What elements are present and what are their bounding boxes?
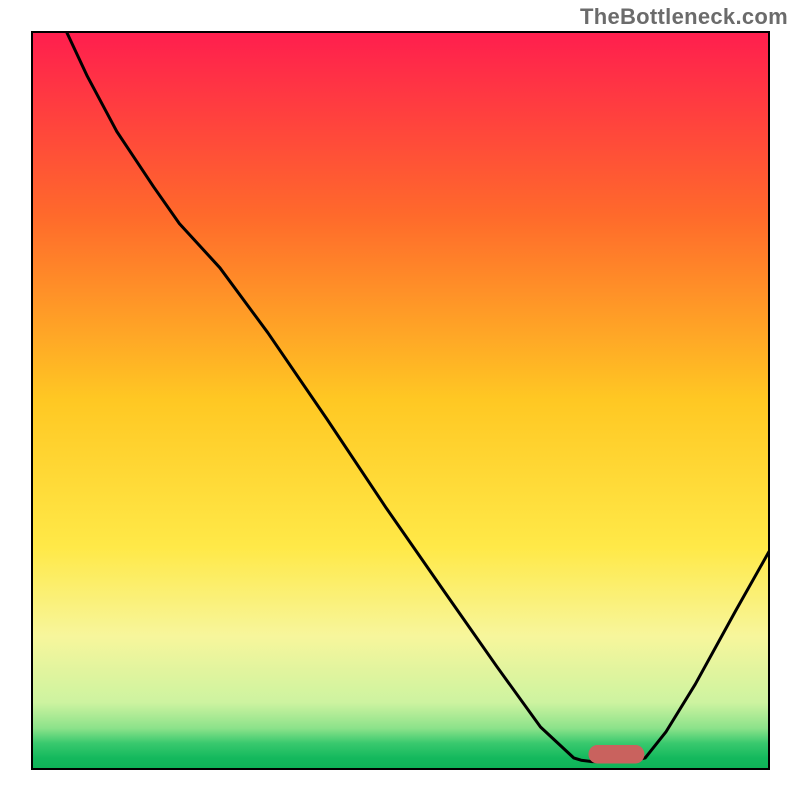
chart-container: TheBottleneck.com — [0, 0, 800, 800]
plot-background — [32, 32, 769, 769]
bottleneck-chart — [0, 0, 800, 800]
watermark-label: TheBottleneck.com — [580, 4, 788, 30]
optimal-marker — [588, 745, 644, 763]
